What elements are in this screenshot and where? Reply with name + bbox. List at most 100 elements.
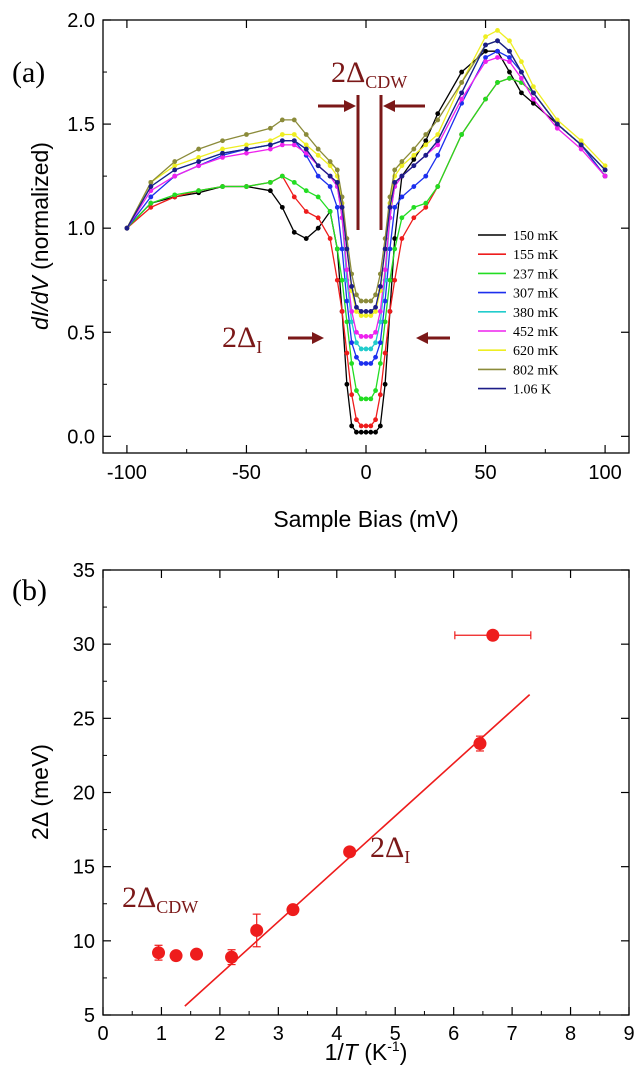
data-point (368, 313, 374, 319)
data-point (382, 298, 388, 304)
data-point (519, 75, 524, 81)
data-point (373, 340, 378, 346)
b-xtick-label: 2 (214, 1023, 225, 1045)
data-point (344, 319, 350, 325)
panel-a-ylabel: dI/dV (normalized) (27, 142, 53, 330)
data-point (354, 292, 359, 298)
data-point (423, 132, 429, 137)
data-point (334, 179, 340, 185)
data-point (303, 150, 309, 156)
data-point (244, 184, 249, 189)
data-point (267, 146, 273, 152)
data-point (172, 173, 178, 179)
data-point (244, 132, 249, 137)
data-point (349, 309, 355, 314)
data-point (602, 173, 608, 179)
panel-b: (b) 0 1 2 3 4 5 6 7 8 9 5 10 15 20 25 30 35 1/T (K-1) 2Δ… (12, 560, 635, 1065)
data-point (349, 361, 355, 366)
data-point (303, 236, 309, 241)
data-point (358, 298, 364, 304)
data-point (411, 163, 417, 169)
data-point (459, 80, 465, 85)
data-point (554, 121, 560, 127)
data-point (363, 309, 369, 314)
panel-a-legend: 150 mK 155 mK 237 mK 307 mK 380 mK 452 mK 620 … (478, 229, 559, 398)
a-ytick-label: 2.0 (67, 10, 95, 32)
data-point (483, 55, 488, 60)
data-point (495, 48, 500, 54)
data-point (291, 132, 297, 137)
data-point (411, 215, 417, 221)
data-point (124, 225, 130, 231)
data-point (334, 204, 340, 210)
data-point (399, 173, 405, 179)
data-point (483, 96, 488, 102)
b-i-label: 2ΔI (370, 831, 410, 867)
data-point (363, 298, 369, 304)
data-point (399, 163, 405, 169)
data-point (507, 55, 512, 60)
data-point (435, 132, 441, 137)
data-point (339, 246, 345, 252)
data-point (279, 204, 285, 210)
data-point (554, 117, 560, 123)
data-point (303, 188, 309, 194)
b-xtick-label: 1 (156, 1023, 167, 1045)
data-point (377, 392, 383, 398)
panel-b-frame (102, 569, 630, 1016)
data-point (244, 150, 249, 156)
data-point (373, 309, 378, 314)
data-point (354, 329, 359, 335)
data-point (291, 138, 297, 144)
data-point (435, 152, 441, 158)
data-point (486, 628, 500, 642)
data-point (291, 179, 297, 185)
data-point (392, 246, 398, 252)
b-ytick-label: 25 (73, 708, 95, 730)
data-point (220, 150, 225, 156)
data-point (358, 429, 364, 435)
data-point (411, 157, 417, 162)
a-xtick-label: 50 (474, 462, 496, 484)
data-point (344, 381, 350, 387)
data-point (152, 946, 166, 960)
data-point (602, 163, 608, 169)
data-point (578, 142, 584, 148)
a-xtick-label: 0 (360, 462, 371, 484)
data-point (495, 80, 500, 85)
data-point (334, 167, 340, 173)
data-point (495, 28, 500, 33)
data-point (530, 100, 536, 106)
b-ytick-label: 15 (73, 857, 95, 879)
data-point (373, 354, 378, 360)
data-point (530, 96, 536, 102)
data-point (358, 396, 364, 402)
data-point (291, 117, 297, 123)
data-point (578, 146, 584, 152)
data-point (392, 167, 398, 173)
data-point (172, 167, 178, 173)
data-point (344, 267, 350, 273)
data-point (530, 90, 536, 96)
data-point (220, 138, 225, 144)
data-point (392, 277, 398, 283)
data-point (377, 284, 383, 289)
data-point (363, 361, 369, 366)
data-point (423, 142, 429, 148)
i-gap-label: 2ΔI (222, 321, 262, 357)
data-point (148, 179, 154, 185)
data-point (507, 48, 512, 54)
data-point (354, 417, 359, 423)
panel-a-xlabel: Sample Bias (mV) (273, 506, 458, 532)
data-point (169, 949, 183, 963)
data-point (349, 340, 355, 346)
data-point (507, 75, 512, 81)
legend-label: 452 mK (513, 325, 559, 340)
data-point (172, 163, 178, 169)
data-point (363, 429, 369, 435)
data-point (354, 340, 359, 346)
data-point (399, 159, 405, 164)
data-point (315, 225, 321, 231)
data-point (382, 350, 388, 356)
